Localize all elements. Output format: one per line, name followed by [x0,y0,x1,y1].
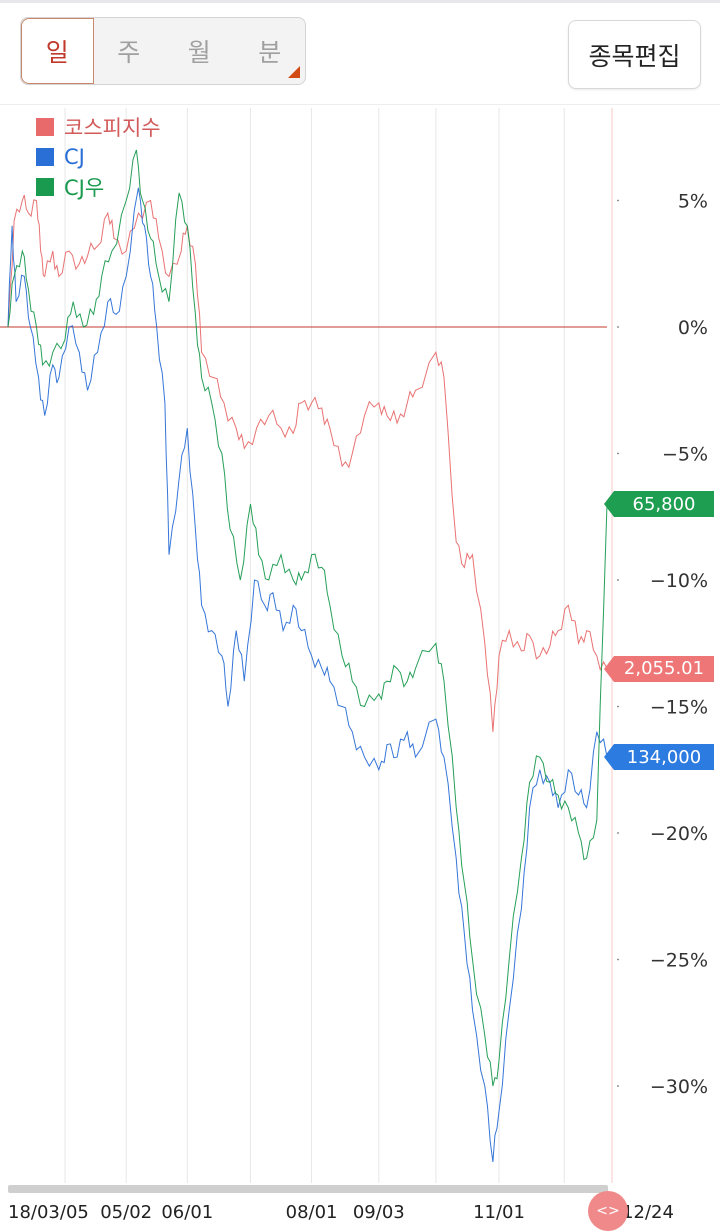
y-tick-label: 0% [678,317,708,339]
y-tick-label: −15% [650,697,708,719]
last-value-tag-cj: 134,000 [604,744,714,771]
legend-item-kospi[interactable]: 코스피지수 [36,112,161,142]
last-value-tag-kospi: 2,055.01 [604,655,714,682]
edit-stocks-button[interactable]: 종목편집 [568,20,701,89]
last-value-kospi: 2,055.01 [623,658,705,680]
legend-item-cj[interactable]: CJ [36,142,161,172]
period-minute-button[interactable]: 분 [235,18,306,84]
y-tick-mark [617,958,619,961]
period-selector: 일 주 월 분 [20,17,306,85]
x-tick-label: 06/01 [161,1202,213,1223]
x-tick-label: 18/03/05 [8,1202,89,1223]
x-tick-label: 11/01 [473,1202,525,1223]
scroll-handle-button[interactable]: <> [588,1191,628,1231]
scrollbar-track [8,1185,608,1193]
y-tick-label: 5% [678,191,708,213]
x-tick-label: 09/03 [353,1202,405,1223]
x-tick-label: 12/24 [622,1202,674,1223]
gridlines [0,108,613,1193]
legend: 코스피지수 CJ CJ우 [36,112,161,202]
last-value-tag-cj-preferred: 65,800 [604,491,714,518]
y-tick-mark [617,579,619,581]
y-tick-label: −20% [650,823,708,845]
y-tick-mark [617,705,619,708]
y-tick-label: −25% [650,950,708,972]
y-axis: 5% 0% −5% −10% −15% −20% −25% −30% [617,191,708,1098]
y-tick-mark [617,326,619,328]
period-day-button[interactable]: 일 [21,18,94,84]
x-tick-label: 08/01 [286,1202,338,1223]
y-tick-label: −10% [650,570,708,592]
legend-swatch [36,148,54,166]
legend-label: CJ우 [64,176,105,200]
x-axis: 18/03/05 05/02 06/01 08/01 09/03 11/01 12/24 [8,1202,674,1223]
period-minute-label: 분 [258,38,282,67]
header-divider [0,104,720,105]
legend-swatch [36,178,54,196]
last-value-cj-preferred: 65,800 [632,493,696,515]
legend-label: 코스피지수 [64,116,161,140]
y-tick-mark [617,1085,619,1087]
y-tick-mark [617,452,619,455]
legend-item-cj-preferred[interactable]: CJ우 [36,172,161,202]
y-tick-label: −30% [650,1076,708,1098]
period-month-button[interactable]: 월 [187,38,211,67]
series-line-2 [7,149,608,1087]
y-tick-label: −5% [662,444,708,466]
y-tick-mark [617,199,619,202]
x-tick-label: 05/02 [100,1202,152,1223]
top-border [0,0,720,3]
series-line-0 [7,194,608,732]
last-value-cj: 134,000 [626,746,702,768]
series-line-1 [7,187,608,1162]
series-lines [7,149,608,1162]
legend-swatch [36,118,54,136]
y-tick-mark [617,832,619,834]
period-week-button[interactable]: 주 [117,38,141,67]
legend-label: CJ [64,145,85,169]
dropdown-corner-icon [288,66,300,78]
